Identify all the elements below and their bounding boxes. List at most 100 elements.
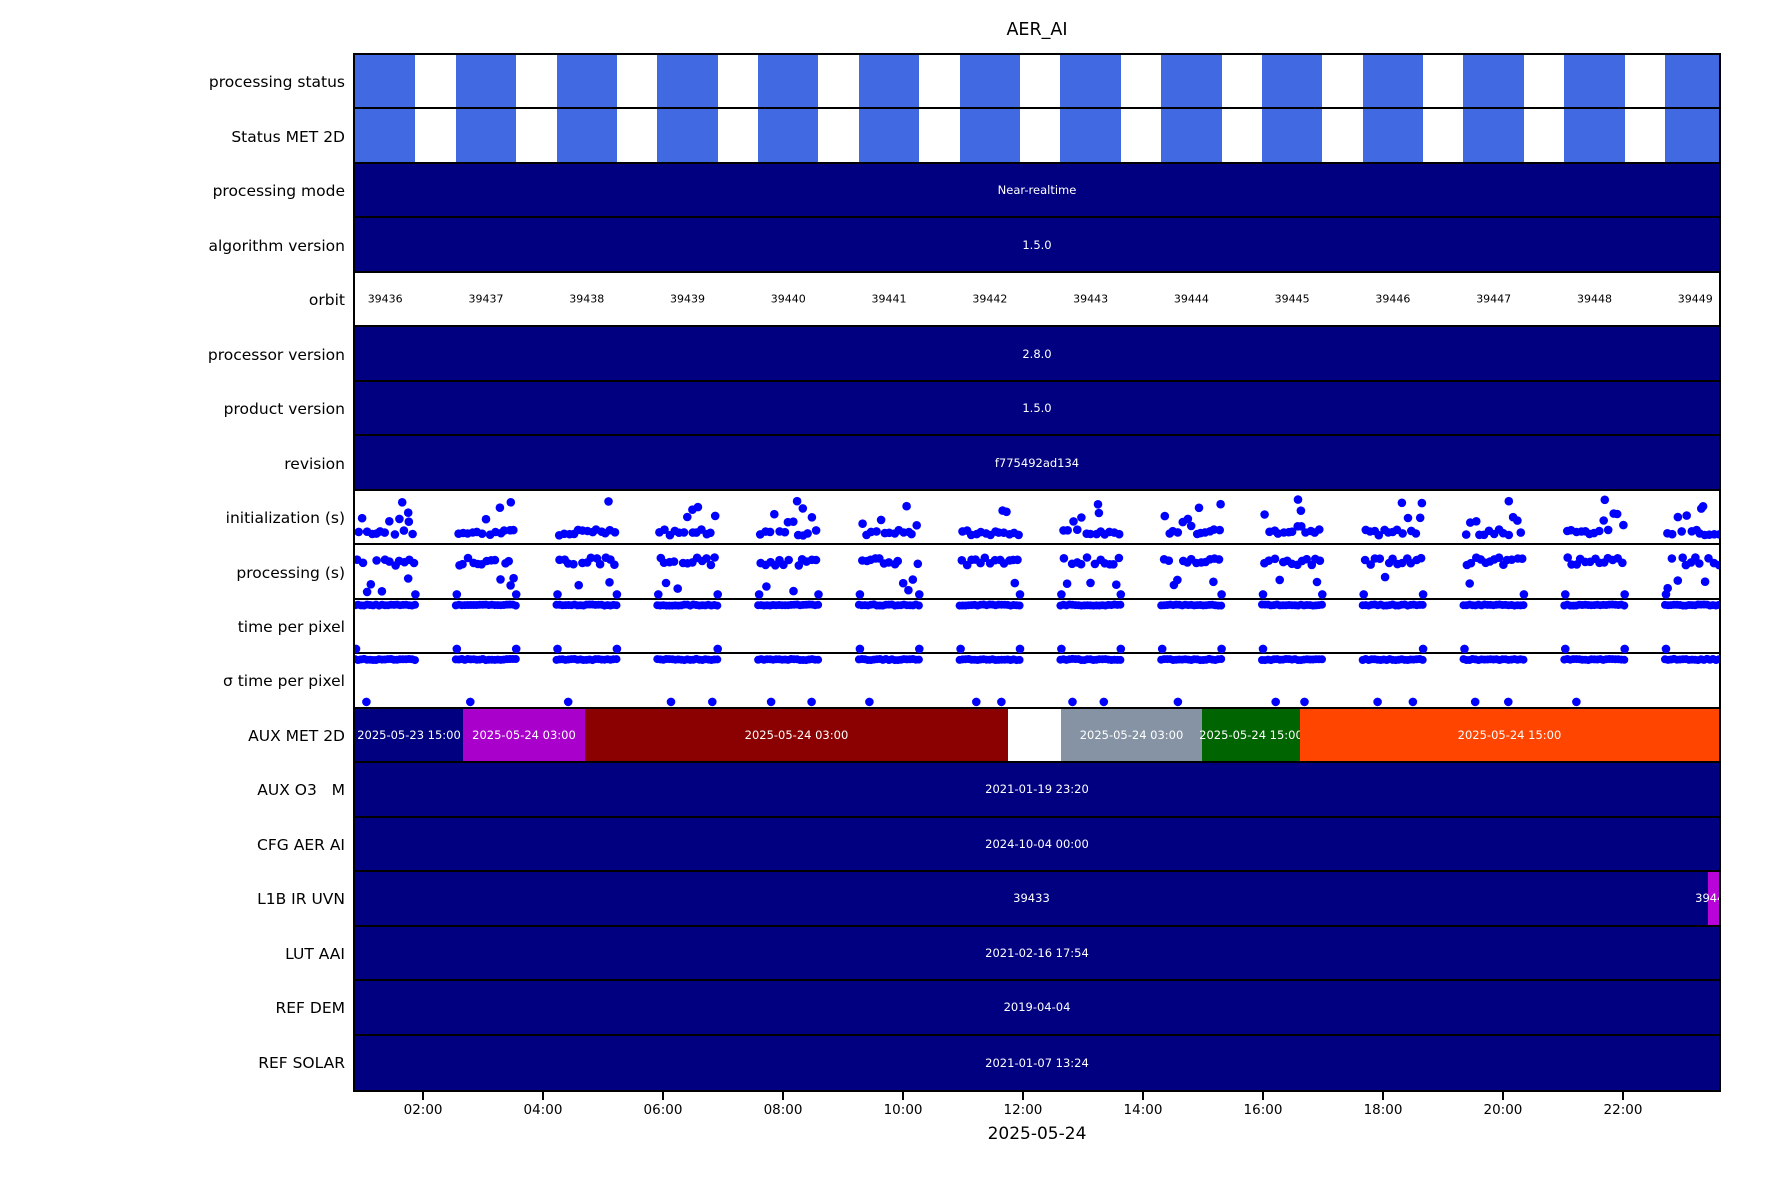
- scatter-dot: [1293, 495, 1303, 504]
- granule-stripe: [355, 55, 416, 108]
- segment-aux-met-2d: 2025-05-24 15:00: [1199, 708, 1303, 762]
- scatter-dot: [855, 644, 865, 653]
- scatter-dot: [1397, 498, 1407, 507]
- scatter-dot: [511, 644, 521, 653]
- scatter-dot: [1519, 655, 1528, 664]
- row-product-version: 1.5.0: [355, 381, 1719, 437]
- segment-label: 2025-05-24 03:00: [472, 727, 576, 742]
- granule-stripe: [1261, 55, 1323, 108]
- granule-stripe: [858, 55, 920, 108]
- scatter-dot: [511, 601, 520, 610]
- x-tick-label: 20:00: [1483, 1102, 1523, 1118]
- row-value: f775492ad134: [994, 455, 1080, 470]
- scatter-dot: [574, 580, 584, 590]
- scatter-dot: [914, 601, 923, 610]
- orbit-number: 39445: [1274, 292, 1310, 306]
- granule-stripe: [556, 55, 617, 108]
- scatter-dot: [1612, 509, 1622, 519]
- scatter-dot: [1403, 513, 1413, 523]
- scatter-dot: [1086, 578, 1095, 587]
- granule-stripe: [1060, 55, 1121, 108]
- granule-stripe: [1362, 109, 1424, 162]
- scatter-dot: [1560, 589, 1570, 599]
- scatter-dot: [914, 655, 923, 664]
- granule-stripe: [858, 109, 920, 162]
- orbit-number: 39438: [569, 292, 605, 306]
- scatter-dot: [789, 517, 798, 526]
- scatter-dot: [452, 589, 462, 599]
- scatter-dot: [1503, 697, 1513, 706]
- scatter-dot: [1714, 560, 1719, 570]
- segment-label: 2025-05-24 03:00: [744, 727, 849, 742]
- granule-stripe: [758, 55, 819, 108]
- scatter-dot: [385, 516, 394, 526]
- segment-aux-met-2d: 2025-05-24 15:00: [1299, 708, 1719, 762]
- scatter-dot: [1673, 576, 1683, 585]
- scatter-dot: [1466, 558, 1476, 568]
- scatter-dot: [1300, 697, 1309, 706]
- orbit-number: 39439: [670, 292, 706, 306]
- row-processing-mode: Near-realtime: [355, 163, 1719, 219]
- scatter-dot: [362, 587, 372, 596]
- x-tick-mark: [1141, 1092, 1144, 1100]
- scatter-dot: [1513, 516, 1522, 525]
- x-axis-date-label: 2025-05-24: [987, 1124, 1087, 1144]
- row-revision: f775492ad134: [355, 436, 1719, 491]
- scatter-dot: [660, 525, 669, 534]
- scatter-dot: [1116, 600, 1125, 609]
- scatter-dot: [1460, 644, 1469, 653]
- scatter-dot: [496, 574, 505, 584]
- scatter-dot: [713, 589, 723, 599]
- scatter-dot: [1217, 589, 1226, 599]
- scatter-dot: [908, 575, 918, 584]
- row-ref-solar: 2021-01-07 13:24: [355, 1035, 1719, 1090]
- x-tick-label: 06:00: [643, 1102, 683, 1118]
- scatter-dot: [1714, 600, 1719, 609]
- granule-stripe: [1261, 109, 1323, 162]
- row-processing-s: [355, 545, 1719, 600]
- scatter-dot: [1504, 496, 1514, 506]
- scatter-dot: [972, 697, 981, 706]
- row-l1b-ir-uvn: 39433 39448: [355, 872, 1719, 927]
- scatter-dot: [1063, 525, 1072, 535]
- segment-label: 2025-05-23 15:00: [357, 727, 461, 742]
- scatter-dot: [563, 697, 573, 706]
- scatter-dot: [1015, 655, 1024, 664]
- row-value: 1.5.0: [1022, 401, 1052, 416]
- scatter-dot: [458, 559, 467, 569]
- segment-l1b-ir-uvn: 39448: [1695, 872, 1719, 925]
- scatter-dot: [385, 557, 394, 566]
- scatter-dot: [669, 557, 679, 566]
- scatter-dot: [1271, 697, 1280, 706]
- scatter-dot: [380, 528, 390, 537]
- scatter-dot: [511, 589, 521, 599]
- segment-aux-met-2d: [1007, 708, 1061, 762]
- scatter-dot: [1094, 508, 1104, 518]
- granule-stripe: [1665, 109, 1719, 162]
- row-aux-o3-m: 2021-01-19 23:20: [355, 763, 1719, 818]
- scatter-dot: [814, 655, 823, 664]
- scatter-dot: [893, 556, 903, 566]
- row-label-processing-status: processing status: [208, 73, 345, 92]
- scatter-dot: [1599, 515, 1608, 525]
- scatter-dot: [1296, 521, 1306, 531]
- scatter-dot: [1057, 589, 1066, 599]
- segment-aux-met-2d: 2025-05-24 03:00: [463, 708, 585, 762]
- scatter-dot: [372, 555, 381, 565]
- scatter-dot: [1717, 601, 1719, 608]
- scatter-dot: [1667, 529, 1677, 539]
- row-value: 2024-10-04 00:00: [985, 836, 1089, 851]
- row-value: 2021-02-16 17:54: [985, 945, 1089, 960]
- scatter-dot: [1287, 527, 1297, 536]
- segment-l1b-ir-uvn: 39433: [355, 872, 1708, 925]
- scatter-dot: [1099, 697, 1109, 706]
- scatter-dot: [1160, 511, 1170, 521]
- scatter-dot: [915, 644, 924, 653]
- scatter-dot: [1077, 512, 1086, 522]
- scatter-dot: [1375, 554, 1385, 563]
- scatter-dot: [1116, 655, 1125, 664]
- scatter-dot: [1471, 516, 1481, 526]
- scatter-dot: [1302, 554, 1311, 564]
- scatter-dot: [509, 573, 518, 583]
- scatter-dot: [1076, 559, 1086, 569]
